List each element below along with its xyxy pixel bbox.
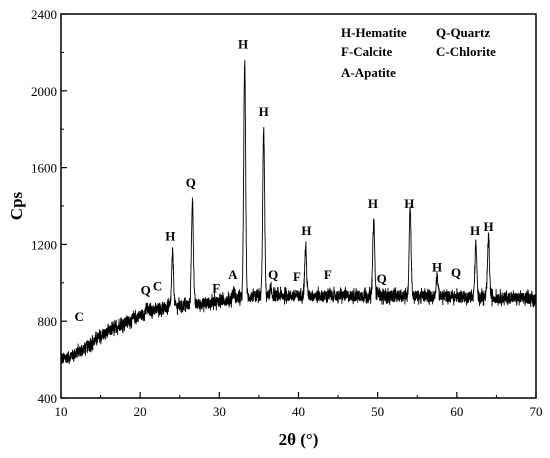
peak-label: Q xyxy=(141,282,151,297)
y-tick-label: 2000 xyxy=(31,84,57,99)
plot-frame xyxy=(60,13,537,399)
y-tick-label: 1600 xyxy=(31,161,57,176)
peak-label: A xyxy=(228,267,238,282)
series-line xyxy=(60,59,537,365)
peak-label: H xyxy=(238,37,248,52)
x-axis: 10 20 30 40 50 60 70 xyxy=(55,392,543,419)
peak-label: F xyxy=(324,267,332,282)
peak-label: Q xyxy=(186,175,196,190)
peak-label: H xyxy=(301,223,311,238)
y-tick-label: 1200 xyxy=(31,237,57,252)
plot-series xyxy=(60,59,537,365)
y-tick-label: 400 xyxy=(38,391,58,406)
legend-entry: F-Calcite xyxy=(341,44,392,59)
peak-label: H xyxy=(259,104,269,119)
y-axis-title: Cps xyxy=(7,191,26,220)
peak-label: Q xyxy=(451,265,461,280)
x-tick-label: 50 xyxy=(371,404,384,419)
peak-label: F xyxy=(293,269,301,284)
legend-entry: Q-Quartz xyxy=(436,25,490,40)
x-tick-label: 40 xyxy=(292,404,305,419)
x-tick-label: 20 xyxy=(134,404,147,419)
peak-label: H xyxy=(165,229,175,244)
legend: H-Hematite Q-Quartz F-Calcite C-Chlorite A-A… xyxy=(341,25,496,80)
peak-label: F xyxy=(212,280,220,295)
x-tick-label: 10 xyxy=(55,404,68,419)
x-axis-title: 2θ (°) xyxy=(279,430,319,449)
legend-entry: C-Chlorite xyxy=(436,44,496,59)
peak-label: H xyxy=(368,196,378,211)
legend-entry: H-Hematite xyxy=(341,25,407,40)
legend-entry: A-Apatite xyxy=(341,65,396,80)
x-tick-label: 60 xyxy=(450,404,463,419)
peak-label: Q xyxy=(377,271,387,286)
y-tick-label: 800 xyxy=(38,314,58,329)
y-axis: 400 800 1200 1600 2000 2400 xyxy=(31,7,67,406)
peak-label: H xyxy=(432,259,442,274)
peak-label: C xyxy=(153,278,162,293)
peak-label: H xyxy=(470,223,480,238)
peak-label: H xyxy=(404,196,414,211)
peak-label: C xyxy=(75,309,84,324)
x-tick-label: 70 xyxy=(530,404,543,419)
y-tick-label: 2400 xyxy=(31,7,57,22)
peak-label: H xyxy=(483,219,493,234)
peak-label: Q xyxy=(268,267,278,282)
x-tick-label: 30 xyxy=(213,404,226,419)
